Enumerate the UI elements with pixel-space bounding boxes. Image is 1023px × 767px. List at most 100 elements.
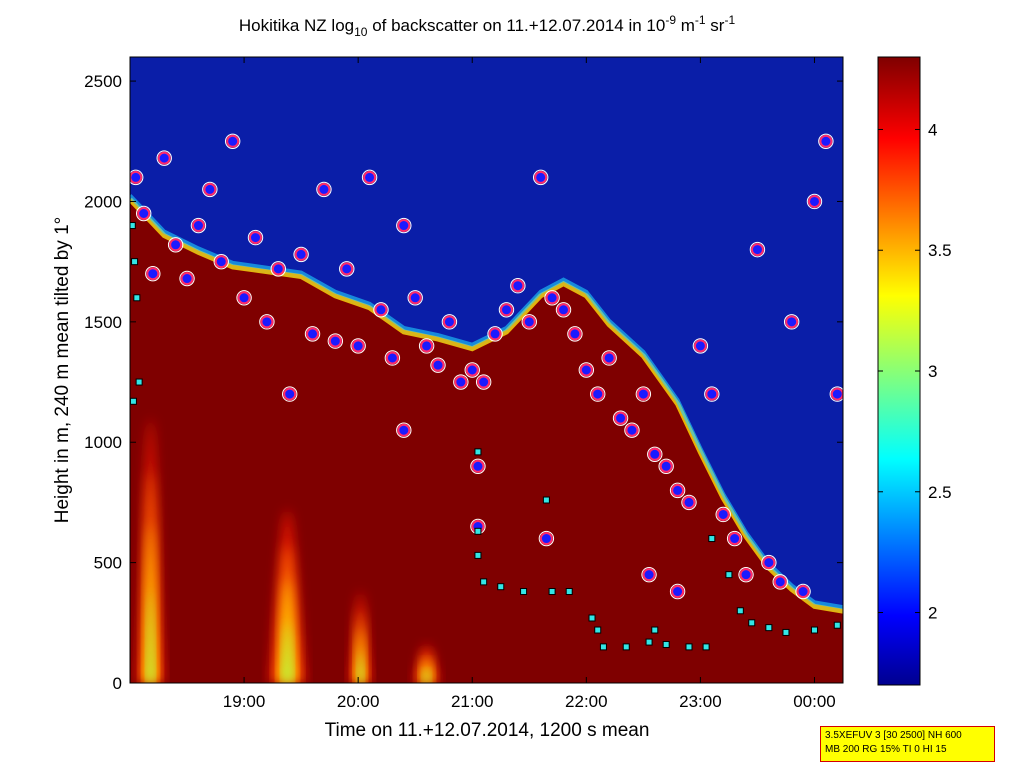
cloud-base-marker-ring [567,326,583,342]
cloud-base-marker [169,238,183,252]
layer-marker [130,397,137,405]
layer-marker [542,496,550,504]
cloud-base-marker-ring [361,169,378,186]
cloud-base-marker [671,585,685,599]
cloud-base-marker-ring [396,217,412,234]
cloud-base-marker-ring [487,326,503,342]
cloud-base-marker [739,568,753,582]
cloud-base-marker-ring [407,290,423,306]
cloud-base-marker-ring [202,181,218,198]
layer-marker [130,222,136,230]
cloud-base-marker [317,182,331,196]
cloud-base-marker-ring [669,583,686,600]
cloud-base-marker-ring [396,422,412,438]
y-tick-label: 0 [113,674,122,693]
cloud-base-marker-ring [590,386,606,402]
colorbar-tick-label: 3 [928,362,937,381]
aerosol-plumes [136,418,441,683]
layer-marker [520,588,528,596]
cloud-base-marker-ring [179,270,195,287]
cloud-base-marker [602,351,616,365]
cloud-base-marker [636,387,650,401]
cloud-base-marker [545,291,559,305]
cloud-base-marker [625,423,639,437]
cloud-base-marker-ring [259,314,275,330]
x-tick-label: 21:00 [451,692,494,711]
cloud-base-marker [659,459,673,473]
cloud-base-marker-ring [818,133,834,149]
info-line-1: 3.5XEFUV 3 [30 2500] NH 600 [825,730,962,741]
cloud-base-marker-ring [510,278,526,294]
info-box: 3.5XEFUV 3 [30 2500] NH 600 MB 200 RG 15… [820,726,995,762]
cloud-base-marker [191,219,205,233]
cloud-base-marker [488,327,502,341]
x-tick-label: 00:00 [793,692,836,711]
cloud-base-marker [648,447,662,461]
cloud-base-marker [374,303,388,317]
layer-marker [702,643,710,651]
cloud-base-marker [340,262,354,276]
cloud-base-marker [522,315,536,329]
layer-marker [474,448,482,456]
colorbar-tick-label: 2 [928,604,937,623]
cloud-base-marker-ring [418,338,435,354]
cloud-base-marker-ring [669,482,686,499]
cloud-base-marker-ring [373,302,389,318]
cloud-base-marker [328,334,342,348]
colorbar-ticks: 2 2.5 3 3.5 4 [878,120,952,623]
cloud-base-marker [819,134,833,148]
aerosol-plume-1-layer-3 [281,622,293,683]
cloud-base-marker [568,327,582,341]
cloud-base-marker-ring [453,374,469,390]
cloud-base-marker-ring [795,583,811,600]
cloud-base-marker [762,556,776,570]
cloud-base-marker [557,303,571,317]
cloud-base-marker [248,231,262,245]
cloud-base-marker [420,339,434,353]
y-tick-label: 1500 [84,313,122,332]
cloud-base-marker-ring [475,374,492,390]
cloud-base-marker [682,495,696,509]
cloud-base-marker-ring [224,133,241,149]
cloud-base-marker-ring [761,554,777,571]
layer-marker [736,607,744,615]
cloud-base-marker-ring [829,386,843,402]
cloud-base-marker-ring [521,314,537,330]
layer-marker [645,638,653,646]
layer-marker [548,588,556,596]
cloud-base-marker [591,387,605,401]
cloud-base-marker-ring [350,338,366,354]
y-axis-label: Height in m, 240 m mean tilted by 1° [52,217,73,523]
layer-marker [708,535,716,543]
aerosol-plume-0-layer-3 [146,590,155,683]
cloud-base-marker-ring [327,333,344,349]
cloud-base-marker-ring [430,357,446,373]
cloud-base-marker [534,170,548,184]
cloud-base-marker-ring [213,253,229,270]
cloud-base-marker-ring [692,338,709,354]
cloud-base-marker [157,151,171,165]
cloud-base-marker [705,387,719,401]
cloud-base-marker-ring [806,193,823,210]
cloud-base-marker [130,170,143,184]
layer-marker [651,626,659,634]
cloud-base-marker [271,262,285,276]
layer-marker [133,294,141,302]
cloud-base-marker [642,568,656,582]
cloud-base-marker [807,194,821,208]
y-axis: 0 500 1000 1500 2000 2500 [84,72,843,693]
cloud-base-marker-ring [270,261,287,277]
cloud-base-marker-ring [772,574,788,590]
cloud-base-marker-ring [293,246,309,263]
layer-marker [748,619,756,627]
cloud-base-marker [180,272,194,286]
layer-marker [474,551,482,559]
cloud-base-marker [671,483,685,497]
cloud-base-marker [385,351,399,365]
x-axis: 19:00 20:00 21:00 22:00 23:00 00:00 [223,57,836,711]
cloud-base-marker [773,575,787,589]
cloud-base-marker-ring [704,386,720,402]
layer-marker [565,588,573,596]
layer-marker [474,527,482,535]
